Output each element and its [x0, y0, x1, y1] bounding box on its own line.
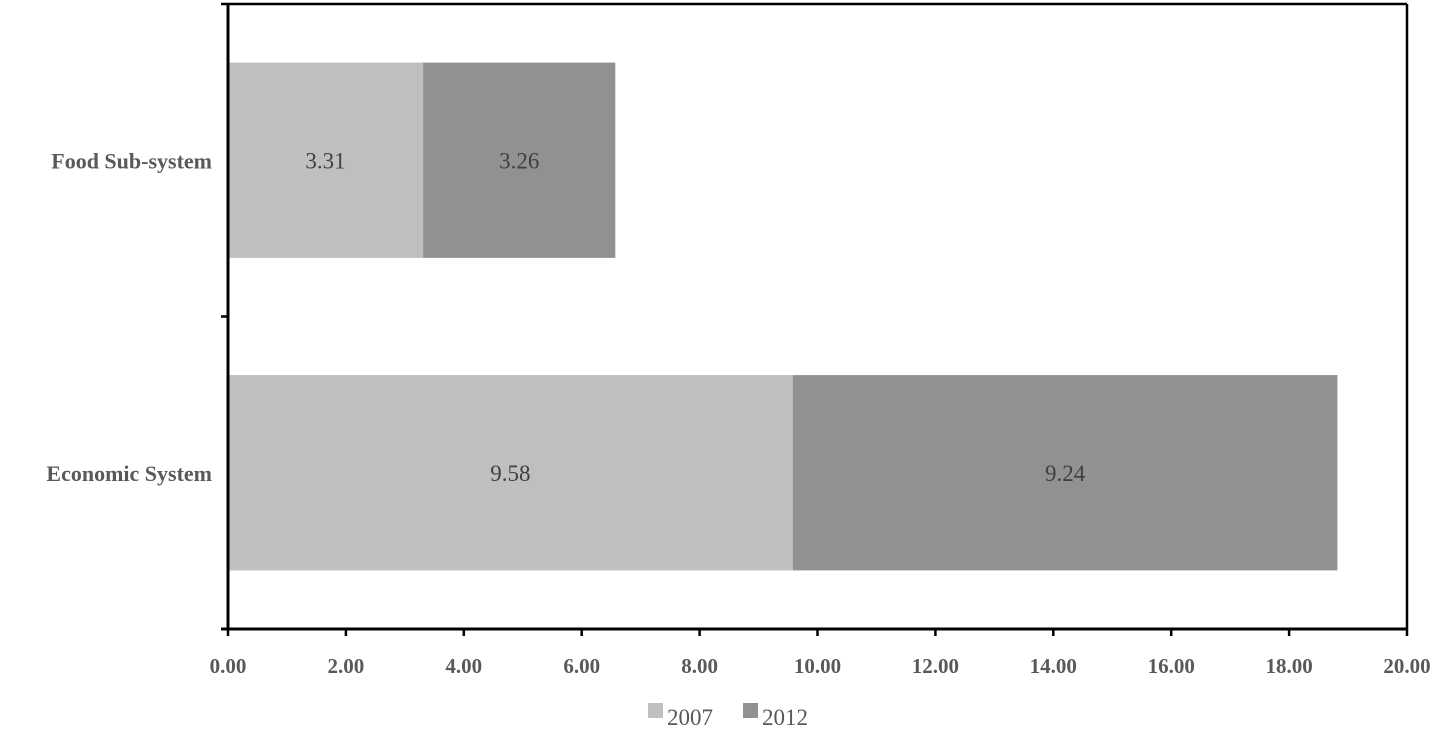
legend-label-2007: 2007 [667, 705, 713, 730]
x-tick-label: 4.00 [445, 654, 482, 678]
legend-swatch-2007 [648, 703, 663, 718]
bars [228, 62, 1338, 571]
x-tick-label: 6.00 [563, 654, 600, 678]
legend: 2007 2012 [648, 703, 808, 730]
axes [221, 2, 1409, 636]
data-label-food-sub-system-2012: 3.26 [499, 148, 539, 173]
data-label-food-sub-system-2007: 3.31 [305, 148, 345, 173]
data-label-economic-system-2007: 9.58 [490, 461, 530, 486]
x-tick-label: 12.00 [912, 654, 959, 678]
x-tick-label: 16.00 [1148, 654, 1195, 678]
x-tick-label: 10.00 [794, 654, 841, 678]
x-tick-label: 0.00 [210, 654, 247, 678]
data-labels: 3.31 3.26 9.58 9.24 [305, 148, 1085, 486]
x-tick-label: 20.00 [1383, 654, 1430, 678]
x-tick-label: 2.00 [328, 654, 365, 678]
category-label: Economic System [46, 461, 212, 486]
x-tick-labels: 0.00 2.00 4.00 6.00 8.00 10.00 12.00 14.00 16.00… [210, 654, 1431, 678]
bar-economic-system-2007 [228, 375, 793, 571]
x-tick-label: 8.00 [681, 654, 718, 678]
data-label-economic-system-2012: 9.24 [1045, 461, 1086, 486]
bar-food-sub-system-2007 [228, 62, 424, 258]
x-tick-label: 18.00 [1265, 654, 1312, 678]
plot-frame [228, 2, 1409, 629]
legend-label-2012: 2012 [762, 705, 808, 730]
legend-swatch-2012 [743, 703, 758, 718]
x-tick-label: 14.00 [1030, 654, 1077, 678]
bar-food-sub-system-2012 [423, 62, 616, 258]
bar-economic-system-2012 [792, 375, 1338, 571]
category-labels: Food Sub-system Economic System [46, 148, 212, 486]
category-label: Food Sub-system [51, 148, 212, 173]
